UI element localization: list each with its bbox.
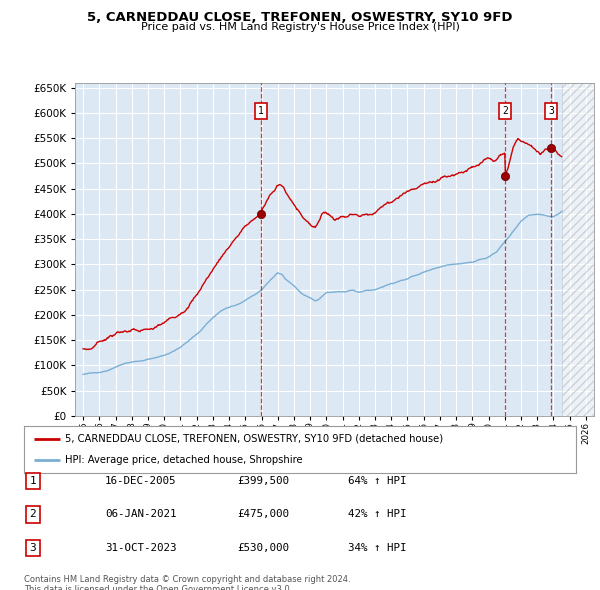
Text: £475,000: £475,000 bbox=[237, 510, 289, 519]
Text: 1: 1 bbox=[258, 106, 264, 116]
Text: 64% ↑ HPI: 64% ↑ HPI bbox=[348, 476, 407, 486]
Text: 16-DEC-2005: 16-DEC-2005 bbox=[105, 476, 176, 486]
Text: 5, CARNEDDAU CLOSE, TREFONEN, OSWESTRY, SY10 9FD (detached house): 5, CARNEDDAU CLOSE, TREFONEN, OSWESTRY, … bbox=[65, 434, 443, 444]
Text: 31-OCT-2023: 31-OCT-2023 bbox=[105, 543, 176, 553]
Text: 2: 2 bbox=[29, 510, 37, 519]
Text: 5, CARNEDDAU CLOSE, TREFONEN, OSWESTRY, SY10 9FD: 5, CARNEDDAU CLOSE, TREFONEN, OSWESTRY, … bbox=[87, 11, 513, 24]
Text: £399,500: £399,500 bbox=[237, 476, 289, 486]
Text: 06-JAN-2021: 06-JAN-2021 bbox=[105, 510, 176, 519]
Bar bbox=[562, 83, 594, 416]
Text: £530,000: £530,000 bbox=[237, 543, 289, 553]
Text: 1: 1 bbox=[29, 476, 37, 486]
Text: HPI: Average price, detached house, Shropshire: HPI: Average price, detached house, Shro… bbox=[65, 455, 303, 466]
Text: Price paid vs. HM Land Registry's House Price Index (HPI): Price paid vs. HM Land Registry's House … bbox=[140, 22, 460, 32]
Text: 3: 3 bbox=[29, 543, 37, 553]
Text: 42% ↑ HPI: 42% ↑ HPI bbox=[348, 510, 407, 519]
Text: 3: 3 bbox=[548, 106, 554, 116]
Text: 2: 2 bbox=[502, 106, 508, 116]
Text: 34% ↑ HPI: 34% ↑ HPI bbox=[348, 543, 407, 553]
Text: Contains HM Land Registry data © Crown copyright and database right 2024.
This d: Contains HM Land Registry data © Crown c… bbox=[24, 575, 350, 590]
